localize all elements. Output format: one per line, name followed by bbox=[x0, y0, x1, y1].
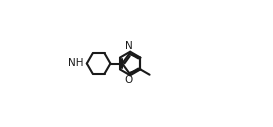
Text: O: O bbox=[124, 75, 133, 85]
Text: N: N bbox=[125, 41, 132, 51]
Text: NH: NH bbox=[68, 59, 84, 68]
